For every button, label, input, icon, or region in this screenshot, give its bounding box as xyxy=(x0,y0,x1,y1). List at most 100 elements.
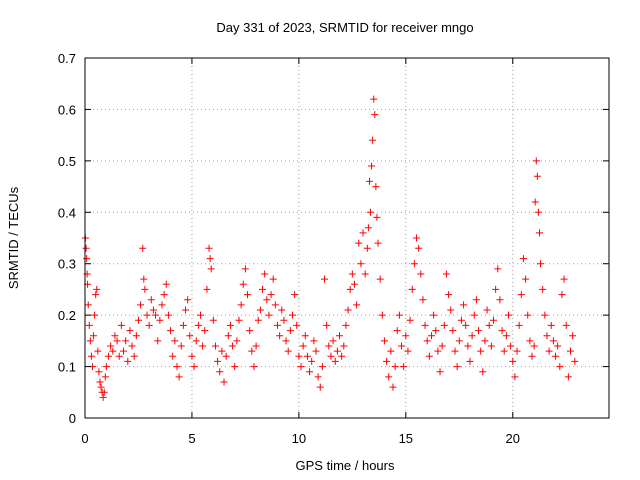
data-point xyxy=(188,352,196,360)
data-point xyxy=(408,285,416,293)
data-point xyxy=(404,347,412,355)
data-point xyxy=(218,347,226,355)
data-point xyxy=(455,337,463,345)
data-point xyxy=(562,321,570,329)
data-point xyxy=(278,306,286,314)
data-point xyxy=(552,352,560,360)
data-point xyxy=(485,321,493,329)
data-point xyxy=(149,306,157,314)
data-point xyxy=(571,357,579,365)
data-point xyxy=(231,363,239,371)
data-point xyxy=(434,347,442,355)
data-point xyxy=(160,291,168,299)
data-point xyxy=(374,239,382,247)
data-point xyxy=(524,311,532,319)
data-point xyxy=(256,306,264,314)
data-point xyxy=(222,352,230,360)
data-point xyxy=(94,347,102,355)
data-point xyxy=(470,311,478,319)
data-point xyxy=(344,306,352,314)
data-point xyxy=(369,136,377,144)
data-point xyxy=(357,260,365,268)
data-point xyxy=(291,291,299,299)
data-point xyxy=(99,393,107,401)
data-point xyxy=(376,275,384,283)
data-point xyxy=(235,316,243,324)
data-point xyxy=(82,244,90,252)
data-point xyxy=(105,352,113,360)
data-point xyxy=(190,363,198,371)
data-point xyxy=(107,342,115,350)
data-point xyxy=(457,316,465,324)
data-point xyxy=(254,316,262,324)
data-point xyxy=(173,363,181,371)
data-point xyxy=(164,311,172,319)
data-point xyxy=(203,285,211,293)
data-point xyxy=(265,311,273,319)
data-point xyxy=(531,198,539,206)
data-point xyxy=(297,363,305,371)
data-point xyxy=(91,311,99,319)
data-point xyxy=(233,337,241,345)
data-point xyxy=(385,373,393,381)
y-tick-label: 0.4 xyxy=(58,205,76,220)
data-point xyxy=(109,347,117,355)
data-point xyxy=(475,327,483,335)
data-point xyxy=(498,327,506,335)
data-point xyxy=(194,321,202,329)
data-point xyxy=(308,357,316,365)
data-point xyxy=(83,255,91,263)
data-point xyxy=(192,337,200,345)
data-point xyxy=(477,347,485,355)
data-point xyxy=(325,342,333,350)
data-point xyxy=(182,306,190,314)
data-point xyxy=(569,332,577,340)
data-point xyxy=(526,337,534,345)
x-tick-label: 15 xyxy=(399,431,413,446)
data-point xyxy=(177,342,185,350)
data-point xyxy=(220,378,228,386)
data-point xyxy=(216,368,224,376)
data-point xyxy=(130,352,138,360)
data-point xyxy=(517,291,525,299)
data-point xyxy=(500,347,508,355)
data-point xyxy=(564,373,572,381)
data-point xyxy=(162,280,170,288)
data-point xyxy=(380,337,388,345)
data-point xyxy=(201,327,209,335)
data-point xyxy=(226,321,234,329)
data-point xyxy=(122,337,130,345)
y-tick-label: 0.5 xyxy=(58,154,76,169)
data-point xyxy=(318,363,326,371)
data-point xyxy=(111,332,119,340)
data-point xyxy=(119,347,127,355)
data-point xyxy=(288,311,296,319)
scatter-points xyxy=(81,95,579,401)
x-tick-label: 5 xyxy=(188,431,195,446)
data-point xyxy=(413,234,421,242)
data-point xyxy=(128,342,136,350)
data-point xyxy=(184,296,192,304)
data-point xyxy=(207,265,215,273)
data-point xyxy=(229,342,237,350)
data-point xyxy=(87,352,95,360)
data-point xyxy=(316,383,324,391)
data-point xyxy=(214,357,222,365)
data-point xyxy=(393,327,401,335)
data-point xyxy=(507,342,515,350)
data-point xyxy=(269,275,277,283)
data-point xyxy=(400,363,408,371)
y-tick-label: 0.7 xyxy=(58,51,76,66)
data-point xyxy=(415,244,423,252)
data-point xyxy=(406,316,414,324)
data-point xyxy=(387,347,395,355)
data-point xyxy=(86,337,94,345)
data-point xyxy=(556,363,564,371)
data-point xyxy=(224,332,232,340)
data-point xyxy=(419,296,427,304)
data-point xyxy=(237,301,245,309)
data-point xyxy=(186,332,194,340)
data-point xyxy=(496,296,504,304)
data-point xyxy=(355,239,363,247)
data-point xyxy=(286,327,294,335)
